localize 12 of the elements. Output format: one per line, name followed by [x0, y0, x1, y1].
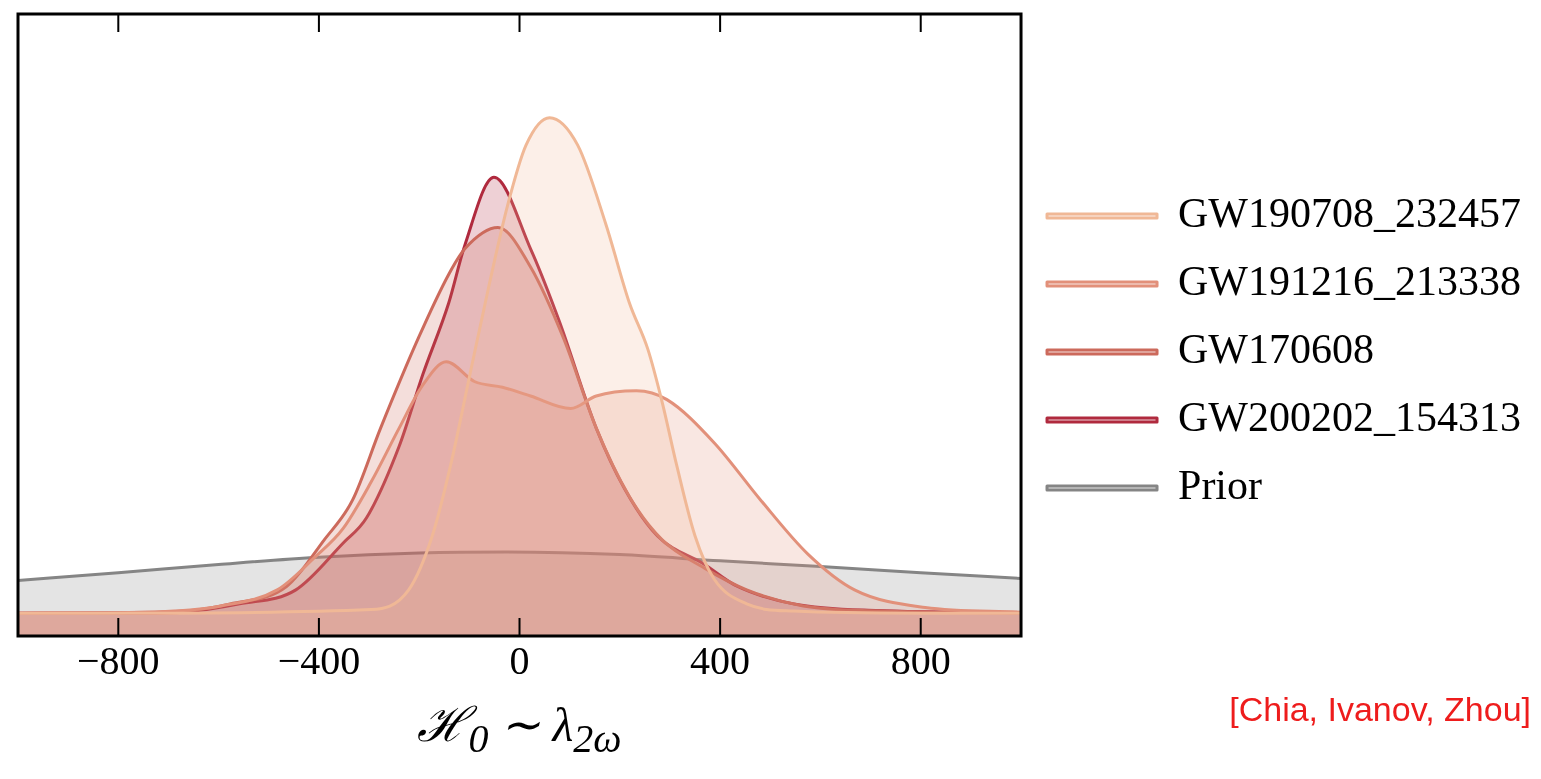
legend-label: GW191216_213338 — [1178, 258, 1522, 305]
legend-label: GW200202_154313 — [1178, 394, 1522, 441]
x-axis-title: ℋ$_{0}$ ∼ λ$_{2ω}$ — [416, 697, 623, 762]
x-tick-label: −800 — [77, 637, 160, 683]
x-tick-label: 800 — [890, 637, 951, 683]
legend-label: GW170608 — [1178, 326, 1375, 373]
text: [Chia, Ivanov, Zhou] — [1229, 690, 1531, 729]
legend-label: Prior — [1178, 462, 1263, 509]
x-tick-label: −400 — [277, 637, 361, 683]
x-tick-label: 0 — [509, 637, 530, 683]
legend-label: GW190708_232457 — [1178, 190, 1522, 237]
x-tick-label: 400 — [690, 637, 751, 683]
